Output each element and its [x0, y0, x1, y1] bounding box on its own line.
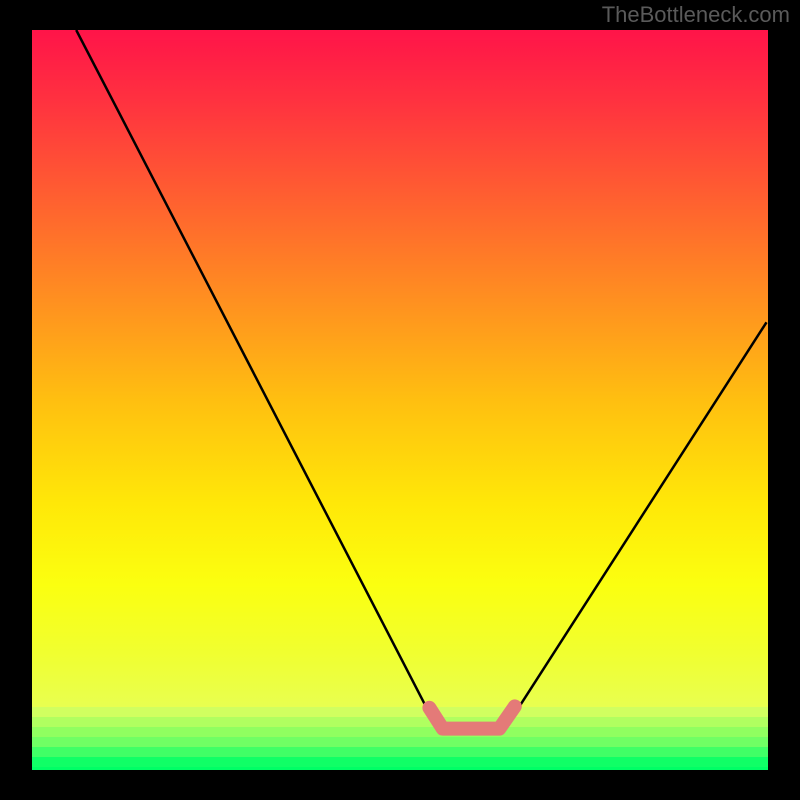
pink-bottom-marker	[429, 706, 514, 728]
right-curve	[510, 322, 766, 720]
plot-area	[32, 30, 768, 770]
left-curve	[76, 30, 433, 720]
watermark-text: TheBottleneck.com	[602, 2, 790, 28]
chart-svg	[32, 30, 768, 770]
